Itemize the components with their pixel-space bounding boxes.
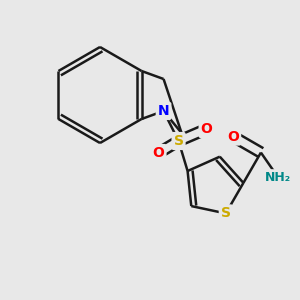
Text: NH₂: NH₂ — [265, 171, 291, 184]
Text: O: O — [153, 146, 164, 160]
Text: O: O — [227, 130, 239, 144]
Text: S: S — [221, 206, 231, 220]
Text: N: N — [158, 104, 170, 118]
Text: S: S — [174, 134, 184, 148]
Text: O: O — [201, 122, 212, 136]
